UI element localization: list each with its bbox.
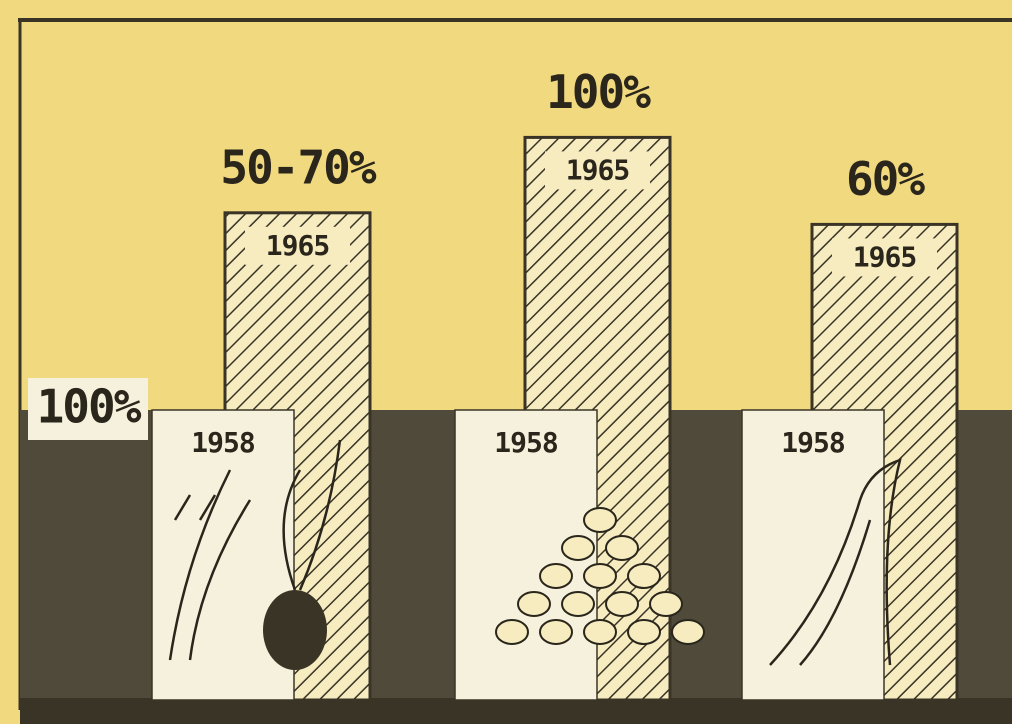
potato [650, 592, 682, 616]
year-label: 1965 [853, 240, 916, 273]
year-label: 1965 [266, 229, 329, 262]
potato [606, 592, 638, 616]
potato [540, 564, 572, 588]
year-label: 1958 [191, 426, 255, 459]
potato [562, 592, 594, 616]
potato [628, 564, 660, 588]
growth-label: 50-70% [220, 140, 376, 194]
growth-label: 60% [846, 152, 925, 206]
year-label: 1958 [494, 426, 558, 459]
potato [562, 536, 594, 560]
potato [584, 620, 616, 644]
beet [263, 590, 327, 670]
chart: 100% 1965 50-70% 1958 1965 100% 1958 1965 60% 19… [0, 0, 1012, 724]
baseline-label: 100% [37, 380, 142, 434]
frame-bottom [20, 698, 1012, 724]
potato [628, 620, 660, 644]
potato [584, 508, 616, 532]
potato [518, 592, 550, 616]
potato [584, 564, 616, 588]
year-label: 1958 [781, 426, 845, 459]
potato [606, 536, 638, 560]
potato [672, 620, 704, 644]
potato [496, 620, 528, 644]
growth-label: 100% [546, 65, 651, 119]
year-label: 1965 [566, 153, 629, 186]
potato [540, 620, 572, 644]
